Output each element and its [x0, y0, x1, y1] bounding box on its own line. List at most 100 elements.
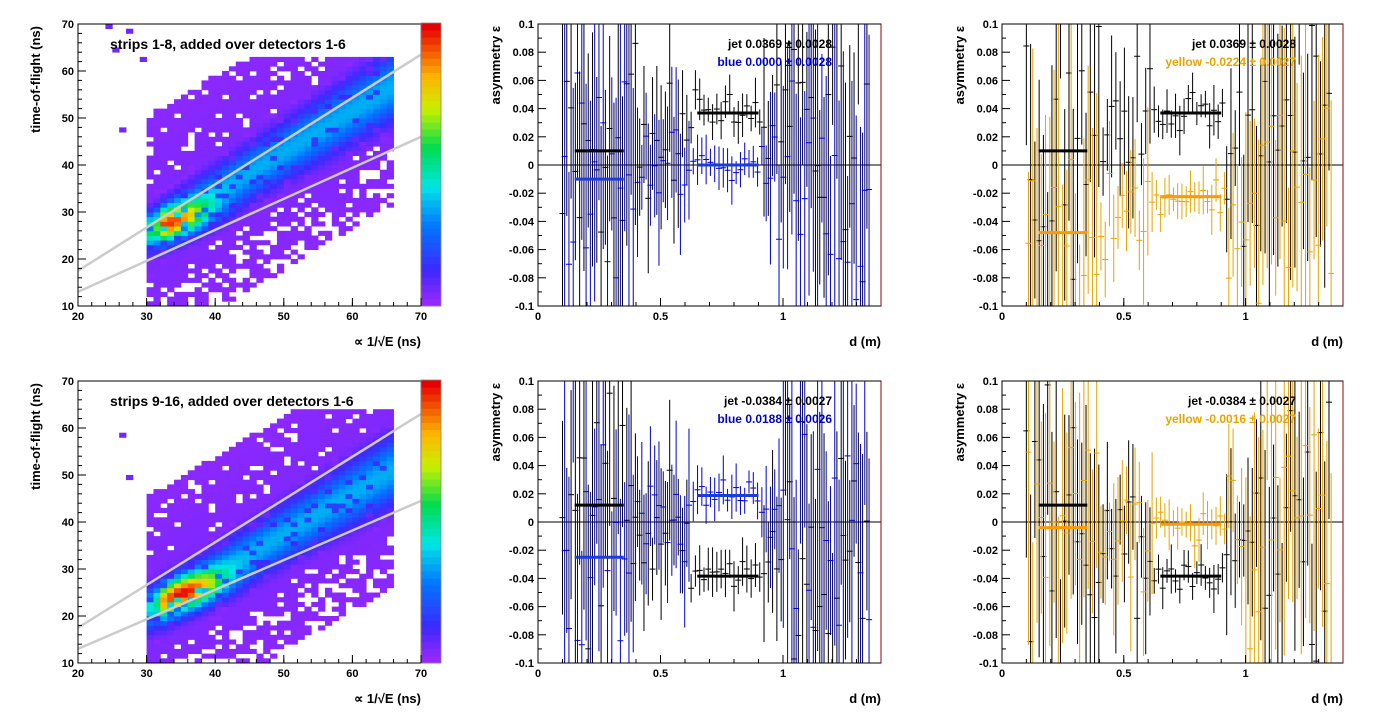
heatmap-cell	[180, 226, 189, 232]
heatmap-cell	[228, 507, 237, 513]
x-tick-label: 0	[535, 668, 541, 680]
heatmap-cell	[304, 559, 312, 565]
heatmap-cell	[235, 188, 244, 194]
heatmap-cell	[372, 413, 381, 419]
heatmap-cell	[249, 127, 257, 133]
heatmap-cell	[318, 132, 326, 138]
heatmap-cell	[263, 526, 271, 532]
heatmap-cell	[208, 583, 216, 589]
heatmap-cell	[290, 75, 298, 81]
heatmap-cell	[352, 601, 360, 607]
heatmap-cell	[331, 71, 340, 77]
heatmap-cell	[372, 470, 381, 476]
heatmap-cell	[167, 578, 175, 584]
heatmap-cell	[338, 150, 346, 156]
heatmap-cell	[256, 169, 264, 175]
heatmap-cell	[338, 193, 346, 199]
heatmap-cell	[201, 150, 209, 156]
heatmap-cell	[201, 634, 209, 640]
heatmap-cell	[311, 221, 319, 227]
heatmap-cell	[318, 61, 326, 67]
heatmap-cell	[270, 141, 278, 147]
heatmap-cell	[146, 216, 154, 222]
heatmap-cell	[283, 531, 292, 537]
heatmap-cell	[324, 512, 333, 518]
heatmap-cell	[126, 475, 134, 481]
heatmap-cell	[160, 291, 168, 297]
heatmap-cell	[304, 141, 312, 147]
heatmap-cell	[174, 648, 182, 654]
cut-line	[77, 53, 422, 272]
heatmap-cell	[366, 545, 374, 551]
heatmap-cell	[386, 526, 394, 532]
heatmap-cell	[228, 155, 237, 161]
y-axis-label: asymmetry ε	[952, 383, 967, 461]
heatmap-cell	[352, 583, 360, 589]
heatmap-cell	[242, 493, 250, 499]
heatmap-cell	[359, 409, 367, 415]
heatmap-cell	[276, 597, 285, 603]
heatmap-cell	[331, 616, 340, 622]
heatmap-cell	[263, 197, 271, 203]
heatmap-cell	[270, 432, 278, 438]
heatmap-cell	[311, 103, 319, 109]
heatmap-cell	[304, 226, 312, 232]
heatmap-cell	[235, 202, 244, 208]
heatmap-cell	[180, 644, 189, 650]
y-tick-label: 0.1	[983, 19, 998, 31]
heatmap-cell	[311, 216, 319, 222]
heatmap-cell	[153, 113, 161, 119]
heatmap-cell	[276, 165, 285, 171]
heatmap-cell	[180, 122, 189, 128]
heatmap-cell	[276, 75, 285, 81]
heatmap-cell	[242, 103, 250, 109]
y-tick-label: 0.06	[977, 75, 998, 87]
heatmap-cell	[372, 545, 381, 551]
heatmap-cell	[379, 442, 388, 448]
heatmap-cell	[311, 160, 319, 166]
heatmap-cell	[311, 155, 319, 161]
heatmap-cell	[352, 536, 360, 542]
heatmap-cell	[256, 56, 264, 62]
heatmap-cell	[359, 498, 367, 504]
heatmap-cell	[304, 66, 312, 72]
heatmap-cell	[359, 587, 367, 593]
heatmap-cell	[187, 212, 196, 218]
heatmap-cell	[263, 540, 271, 546]
heatmap-cell	[235, 625, 244, 631]
heatmap-cell	[160, 179, 168, 185]
heatmap-cell	[359, 503, 367, 509]
heatmap-cell	[304, 550, 312, 556]
heatmap-cell	[318, 522, 326, 528]
heatmap-cell	[318, 625, 326, 631]
heatmap-cell	[290, 606, 298, 612]
heatmap-cell	[338, 428, 346, 434]
heatmap-cell	[167, 559, 175, 565]
series-jet-points	[559, 381, 870, 663]
heatmap-cell	[366, 122, 374, 128]
heatmap-cell	[160, 197, 168, 203]
heatmap-cell	[345, 531, 353, 537]
heatmap-cell	[235, 108, 244, 114]
heatmap-cell	[345, 165, 353, 171]
heatmap-cell	[359, 597, 367, 603]
heatmap-cell	[345, 113, 353, 119]
heatmap-cell	[228, 493, 237, 499]
heatmap-cell	[167, 569, 175, 575]
heatmap-cell	[146, 240, 154, 246]
heatmap-cell	[153, 259, 161, 265]
heatmap-cell	[174, 540, 182, 546]
heatmap-cell	[331, 442, 340, 448]
x-tick-label: 30	[140, 311, 152, 323]
heatmap-cell	[331, 554, 340, 560]
heatmap-cell	[283, 179, 292, 185]
heatmap-cell	[304, 428, 312, 434]
heatmap-cell	[386, 418, 394, 424]
heatmap-cell	[187, 517, 196, 523]
heatmap-cell	[290, 249, 298, 255]
heatmap-cell	[359, 465, 367, 471]
heatmap-cell	[256, 212, 264, 218]
heatmap-cell	[324, 165, 333, 171]
heatmap-cell	[228, 648, 237, 654]
heatmap-cell	[290, 536, 298, 542]
